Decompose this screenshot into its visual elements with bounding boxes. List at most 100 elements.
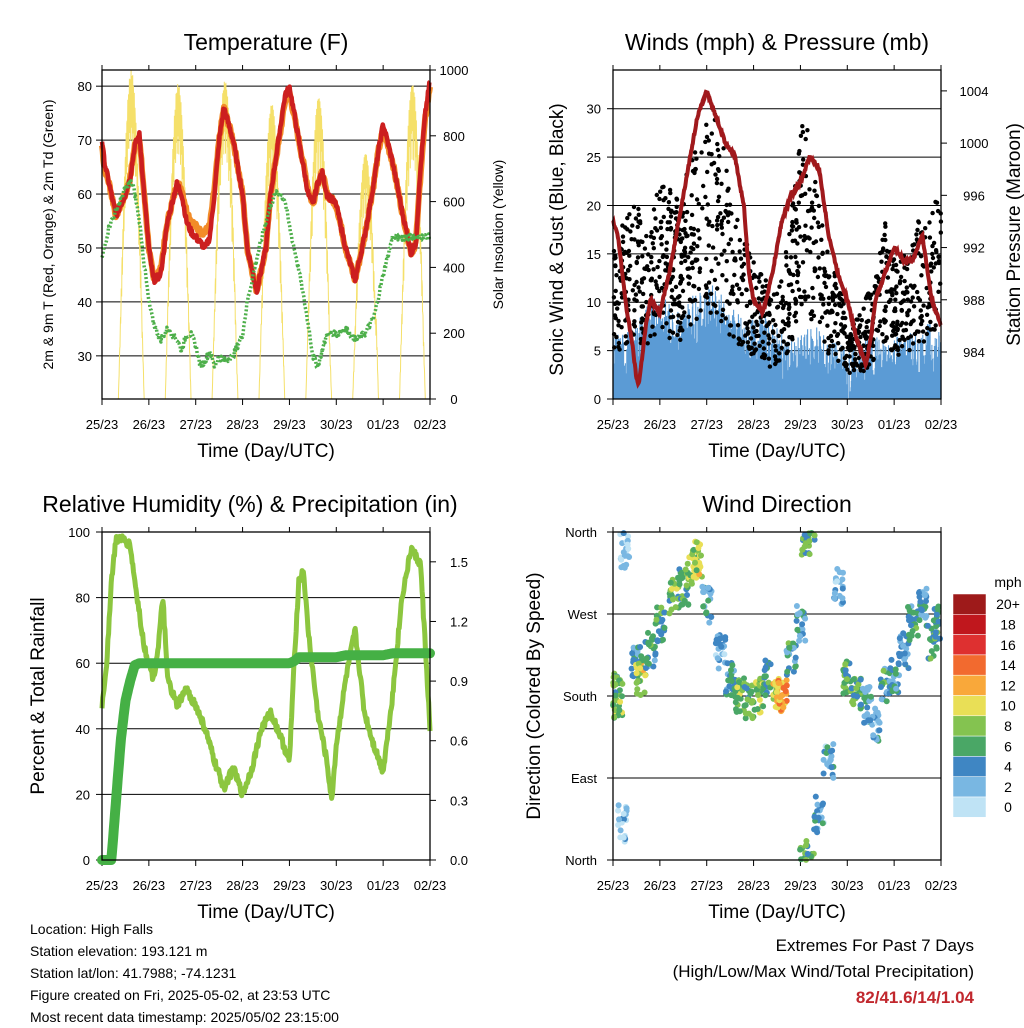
gust-point xyxy=(803,191,808,196)
gust-point xyxy=(794,220,799,225)
legend-label: 4 xyxy=(1004,759,1012,775)
gust-point xyxy=(726,241,731,247)
direction-point xyxy=(666,610,673,617)
direction-point xyxy=(775,680,782,686)
gust-point xyxy=(930,255,936,261)
speed-legend: mph 20+ 18 16 14 12 10 8 6 4 2 0 xyxy=(952,574,1022,818)
gust-point xyxy=(734,282,740,287)
direction-point xyxy=(620,810,627,817)
gust-point xyxy=(754,285,759,291)
y-tick-label: North xyxy=(565,525,597,540)
gust-point xyxy=(796,264,801,269)
gust-point xyxy=(654,228,660,233)
gust-point xyxy=(713,172,718,177)
direction-point xyxy=(840,569,846,576)
gust-point xyxy=(890,293,895,298)
x-tick-label: 27/23 xyxy=(690,878,723,893)
x-tick-label: 25/23 xyxy=(597,417,630,432)
direction-point xyxy=(748,688,755,695)
gust-point xyxy=(751,351,756,356)
gust-point xyxy=(933,323,938,328)
gust-point xyxy=(816,224,821,230)
gust-point xyxy=(815,220,821,225)
gust-point xyxy=(783,250,789,255)
gust-point xyxy=(719,252,724,257)
gust-point xyxy=(893,297,898,302)
gust-point xyxy=(650,324,655,329)
gust-point xyxy=(784,351,789,356)
gust-point xyxy=(767,364,773,369)
direction-point xyxy=(918,606,924,613)
direction-point xyxy=(745,710,752,717)
direction-point xyxy=(806,538,813,545)
gust-point xyxy=(897,337,902,343)
x-tick-label: 27/23 xyxy=(690,417,723,432)
gust-point xyxy=(883,237,888,243)
gust-point xyxy=(674,196,679,201)
gust-point xyxy=(786,268,791,273)
x-tick-label: 28/23 xyxy=(737,878,770,893)
gust-point xyxy=(745,340,751,345)
gust-point xyxy=(834,333,840,338)
x-tick-label: 30/23 xyxy=(831,878,864,893)
gust-point xyxy=(889,323,894,328)
gust-point xyxy=(689,260,695,266)
y2-tick-label: 988 xyxy=(963,293,985,308)
gust-point xyxy=(693,167,698,172)
gust-point xyxy=(628,229,633,234)
gust-point xyxy=(918,308,923,313)
gust-point xyxy=(736,336,741,341)
chart-title: Temperature (F) xyxy=(184,29,349,55)
gust-point xyxy=(744,303,750,309)
gust-point xyxy=(839,328,844,333)
gust-point xyxy=(631,204,637,210)
y-tick-label: North xyxy=(565,853,597,868)
gust-point xyxy=(842,360,848,365)
direction-point xyxy=(923,598,929,605)
gust-point xyxy=(663,196,668,201)
gust-point xyxy=(835,311,840,317)
latlon-text: Station lat/lon: 41.7988; -74.1231 xyxy=(30,965,237,981)
direction-point xyxy=(932,633,939,640)
gust-point xyxy=(747,346,752,351)
gust-point xyxy=(767,336,772,341)
gust-point xyxy=(640,239,645,245)
gust-point xyxy=(892,327,898,332)
gust-point xyxy=(856,355,861,361)
gust-point xyxy=(616,344,621,350)
gust-point xyxy=(893,343,898,348)
gust-point xyxy=(703,194,708,200)
gust-point xyxy=(719,218,725,224)
gust-point xyxy=(683,218,688,223)
direction-point xyxy=(935,618,942,625)
legend-swatch xyxy=(952,756,987,777)
gust-point xyxy=(751,325,756,330)
direction-point xyxy=(736,679,743,686)
gust-point xyxy=(911,304,917,309)
direction-point xyxy=(824,744,831,751)
direction-point xyxy=(690,546,697,553)
y-tick-label: 20 xyxy=(587,198,601,213)
gust-point xyxy=(724,168,729,173)
direction-point xyxy=(908,622,914,629)
gust-point xyxy=(800,124,805,129)
direction-point xyxy=(618,556,625,563)
gust-point xyxy=(854,317,859,322)
gust-point xyxy=(732,257,737,263)
gust-point xyxy=(809,200,815,205)
gust-point xyxy=(823,284,829,290)
legend-label: 18 xyxy=(1000,616,1016,632)
direction-point xyxy=(922,592,928,599)
y-tick-label: 80 xyxy=(78,79,92,94)
gust-point xyxy=(916,329,921,334)
gust-point xyxy=(861,306,866,311)
chart-title: Winds (mph) & Pressure (mb) xyxy=(625,29,929,55)
direction-point xyxy=(869,721,876,728)
direction-point xyxy=(643,665,649,671)
gust-point xyxy=(625,340,630,345)
y2-axis-label: Solar Insolation (Yellow) xyxy=(490,160,506,310)
gust-point xyxy=(793,207,798,212)
direction-point xyxy=(803,838,810,844)
gust-point xyxy=(803,297,808,302)
gust-point xyxy=(651,267,656,272)
